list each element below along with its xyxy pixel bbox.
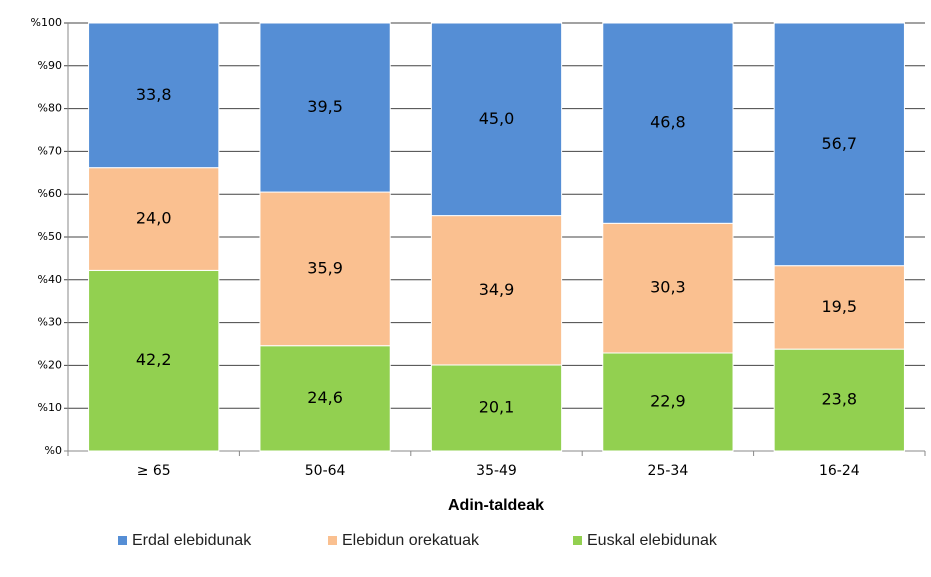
- bar-segment: [602, 352, 734, 452]
- legend-swatch: [328, 536, 337, 545]
- value-label: 24,6: [307, 388, 343, 407]
- x-tick-label: 35-49: [476, 463, 517, 479]
- value-label: 45,0: [479, 109, 515, 128]
- value-label: 35,9: [307, 258, 343, 277]
- value-label: 39,5: [307, 97, 343, 116]
- legend-label: Erdal elebidunak: [132, 532, 252, 549]
- bar-segment: [430, 22, 563, 217]
- y-tick-label: %100: [31, 16, 62, 29]
- value-label: 24,0: [136, 209, 172, 228]
- y-tick-label: %70: [38, 144, 62, 157]
- bar-segment: [430, 364, 563, 452]
- value-label: 20,1: [479, 397, 515, 416]
- legend-label: Elebidun orekatuak: [342, 532, 480, 549]
- x-tick-label: 25-34: [648, 463, 689, 479]
- y-tick-label: %20: [38, 358, 62, 371]
- bar-segment: [773, 22, 905, 267]
- x-tick-label: 16-24: [819, 463, 860, 479]
- y-tick-label: %40: [38, 273, 62, 286]
- x-tick-label: 50-64: [305, 463, 346, 479]
- x-tick-label: ≥ 65: [137, 463, 171, 479]
- bar-segment: [259, 345, 391, 452]
- bar-segment: [259, 191, 391, 347]
- value-label: 34,9: [479, 280, 515, 299]
- value-label: 23,8: [821, 390, 857, 409]
- y-tick-label: %10: [38, 401, 62, 414]
- y-tick-label: %60: [38, 187, 62, 200]
- y-tick-label: %80: [38, 102, 62, 115]
- y-tick-label: %90: [38, 59, 62, 72]
- value-label: 46,8: [650, 113, 686, 132]
- bar-segment: [430, 215, 563, 366]
- legend-swatch: [118, 536, 127, 545]
- y-tick-label: %0: [45, 444, 62, 457]
- legend-swatch: [573, 536, 582, 545]
- bar-segment: [602, 22, 734, 224]
- bar-segment: [773, 348, 905, 452]
- x-axis-label: Adin-taldeak: [448, 497, 544, 514]
- value-label: 19,5: [821, 297, 857, 316]
- y-tick-label: %50: [38, 230, 62, 243]
- bar-segment: [773, 265, 905, 350]
- value-label: 42,2: [136, 350, 172, 369]
- value-label: 56,7: [821, 134, 857, 153]
- value-label: 30,3: [650, 278, 686, 297]
- bar-segment: [602, 222, 734, 354]
- bar-segment: [259, 22, 391, 193]
- bar-segment: [88, 22, 220, 169]
- legend-label: Euskal elebidunak: [587, 532, 718, 549]
- value-label: 33,8: [136, 85, 172, 104]
- y-tick-label: %30: [38, 316, 62, 329]
- value-label: 22,9: [650, 391, 686, 410]
